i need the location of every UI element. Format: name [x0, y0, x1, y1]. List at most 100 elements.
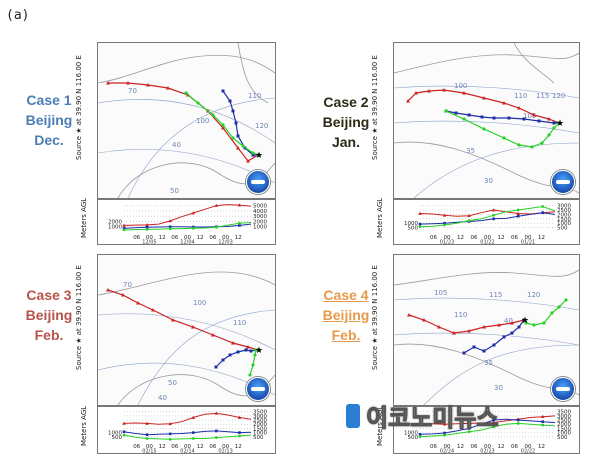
source-star-icon: ★ [255, 346, 263, 356]
altitude-point-red [122, 421, 126, 425]
altitude-x-tick: 00 [444, 235, 451, 241]
altitude-y-tick-left: 500 [408, 435, 419, 441]
trajectory-point-red [126, 81, 130, 85]
trajectory-point-red [547, 117, 551, 121]
trajectory-point-green [248, 373, 252, 377]
coastline [394, 52, 579, 74]
altitude-point-red [467, 421, 471, 425]
altitude-point-red [168, 219, 172, 223]
trajectory-point-red [422, 318, 426, 322]
altitude-point-green [443, 433, 446, 437]
trajectory-point-red [236, 146, 240, 150]
grid-arc [98, 313, 275, 351]
trajectory-point-green [241, 144, 245, 148]
grid-arc [137, 309, 275, 405]
trajectory-point-red [246, 345, 250, 349]
case-4-line-3: Feb. [331, 327, 361, 343]
altitude-point-red [491, 208, 496, 212]
map-grid-label: 100 [193, 299, 206, 307]
source-star-icon: ★ [556, 119, 564, 129]
altitude-point-green [418, 225, 422, 229]
grid-arc [394, 85, 579, 99]
trajectory-point-red [452, 331, 456, 335]
altitude-point-green [122, 228, 126, 232]
altitude-y-tick-right: 500 [253, 435, 264, 441]
map-grid-label: 105 [523, 112, 536, 120]
altitude-x-tick: 06 [511, 235, 518, 241]
grid-arc [98, 99, 275, 144]
altitude-point-red [516, 211, 520, 215]
altitude-line-red [123, 412, 252, 425]
altitude-x-tick: 06 [430, 235, 437, 241]
altitude-point-blue [168, 225, 172, 229]
case-3-line-2: Beijing [25, 307, 73, 323]
altitude-y-tick-right: 1000 [557, 431, 571, 437]
trajectory-point-red [166, 86, 170, 90]
grid-arc [394, 332, 579, 346]
case-4-trajectory-map: 105 115 120 110 40 35 30 ★ [393, 254, 580, 406]
altitude-point-green [418, 435, 422, 439]
altitude-y-tick-right: 3500 [253, 410, 267, 416]
altitude-point-green [145, 227, 149, 231]
altitude-x-tick: 12 [457, 235, 464, 241]
trajectory-point-green [524, 321, 528, 325]
watermark: 이코노미뉴스 [346, 398, 499, 433]
map-grid-label: 30 [484, 177, 493, 185]
altitude-y-tick-right: 1500 [557, 217, 571, 223]
map-grid-label: 105 [434, 289, 447, 297]
trajectory-point-green [517, 143, 521, 147]
trajectory-point-blue [507, 116, 511, 120]
trajectory-point-red [221, 126, 225, 130]
trajectory-point-green [211, 113, 215, 117]
altitude-point-green [541, 205, 545, 208]
map-grid-label: 35 [466, 147, 475, 155]
altitude-line-green [123, 222, 252, 231]
trajectory-point-blue [480, 115, 484, 119]
coastline [513, 43, 555, 84]
altitude-y-tick-right: 2000 [557, 212, 571, 218]
altitude-y-tick-left: 500 [408, 226, 419, 232]
altitude-x-tick: 00 [146, 444, 153, 450]
altitude-y-tick-right: 1000 [557, 221, 571, 227]
altitude-date-label: 02/15 [142, 449, 156, 454]
trajectory-point-green [231, 136, 235, 140]
trajectory-point-blue [472, 345, 476, 349]
trajectory-point-blue [502, 335, 506, 339]
altitude-x-tick: 00 [222, 444, 229, 450]
altitude-x-tick: 12 [159, 235, 166, 241]
map-grid-label: 120 [255, 122, 268, 130]
trajectory-point-blue [236, 134, 240, 138]
altitude-x-tick: 12 [498, 444, 505, 450]
trajectory-point-blue [236, 350, 240, 354]
map-grid-label: 100 [196, 117, 209, 125]
trajectory-point-green [550, 311, 554, 315]
altitude-x-tick: 00 [525, 235, 532, 241]
altitude-y-tick-left: 1000 [108, 431, 122, 437]
altitude-date-label: 12/05 [142, 240, 156, 245]
altitude-x-tick: 00 [525, 444, 532, 450]
trajectory-point-red [151, 308, 155, 312]
altitude-point-red [191, 415, 196, 419]
trajectory-point-red [517, 106, 521, 110]
altitude-point-blue [443, 431, 446, 435]
altitude-x-tick: 12 [159, 444, 166, 450]
altitude-date-label: 02/13 [218, 449, 232, 454]
altitude-line-red [419, 415, 556, 425]
altitude-point-blue [215, 429, 218, 433]
trajectory-point-blue [462, 351, 466, 355]
altitude-x-tick: 06 [133, 235, 140, 241]
altitude-x-tick: 12 [235, 444, 242, 450]
altitude-point-red [214, 203, 219, 207]
altitude-x-tick: 00 [444, 444, 451, 450]
trajectory-point-red [407, 313, 411, 317]
altitude-point-green [516, 208, 520, 212]
altitude-date-label: 02/23 [480, 449, 494, 454]
map-grid-label: 40 [158, 394, 167, 402]
trajectory-point-blue [510, 331, 514, 335]
altitude-y-tick-right: 2000 [557, 422, 571, 428]
trajectory-point-green [530, 145, 534, 149]
trajectory-point-blue [234, 121, 238, 125]
